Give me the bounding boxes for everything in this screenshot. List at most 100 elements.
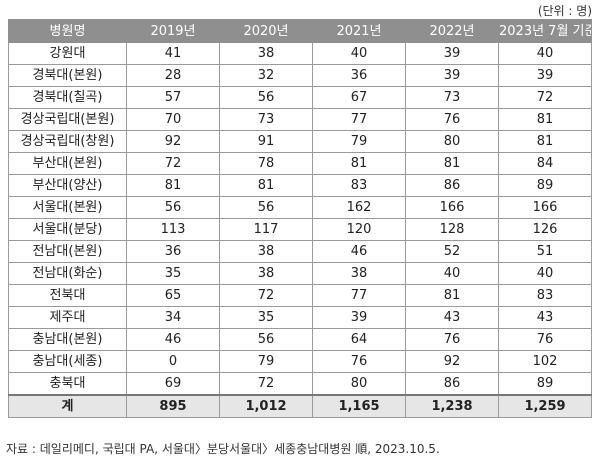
- hospital-name-cell: 충남대(본원): [8, 328, 127, 351]
- header-row: 병원명 2019년 2020년 2021년 2022년 2023년 7월 기준: [8, 19, 592, 43]
- value-cell: 40: [498, 42, 592, 65]
- table-row: 부산대(본원) 72 78 81 81 84: [8, 152, 592, 175]
- value-cell: 64: [312, 328, 406, 351]
- hospital-name-cell: 경북대(본원): [8, 64, 127, 87]
- table-header: 병원명 2019년 2020년 2021년 2022년 2023년 7월 기준: [8, 19, 592, 43]
- table-row: 경북대(칠곡) 57 56 67 73 72: [8, 86, 592, 109]
- value-cell: 102: [498, 350, 592, 373]
- value-cell: 70: [126, 108, 220, 131]
- value-cell: 32: [219, 64, 313, 87]
- value-cell: 76: [498, 328, 592, 351]
- total-row: 계 895 1,012 1,165 1,238 1,259: [8, 394, 592, 418]
- header-2022: 2022년: [405, 19, 499, 43]
- hospital-name-cell: 강원대: [8, 42, 127, 65]
- hospital-name-cell: 부산대(양산): [8, 174, 127, 197]
- value-cell: 72: [219, 372, 313, 396]
- pa-staff-table: 병원명 2019년 2020년 2021년 2022년 2023년 7월 기준 …: [8, 19, 592, 418]
- value-cell: 113: [126, 218, 220, 241]
- value-cell: 38: [219, 42, 313, 65]
- value-cell: 81: [219, 174, 313, 197]
- value-cell: 79: [219, 350, 313, 373]
- header-2019: 2019년: [126, 19, 220, 43]
- value-cell: 166: [405, 196, 499, 219]
- header-2021: 2021년: [312, 19, 406, 43]
- hospital-name-cell: 경상국립대(창원): [8, 130, 127, 153]
- table-row: 경상국립대(창원) 92 91 79 80 81: [8, 130, 592, 153]
- table-row: 경북대(본원) 28 32 36 39 39: [8, 64, 592, 87]
- value-cell: 86: [405, 372, 499, 396]
- value-cell: 72: [126, 152, 220, 175]
- value-cell: 117: [219, 218, 313, 241]
- value-cell: 35: [219, 306, 313, 329]
- value-cell: 84: [498, 152, 592, 175]
- source-note: 자료 : 데일리메디, 국립대 PA, 서울대〉분당서울대〉세종충남대병원 順,…: [6, 442, 440, 456]
- value-cell: 40: [312, 42, 406, 65]
- unit-note: (단위 : 명): [537, 4, 592, 18]
- value-cell: 81: [498, 130, 592, 153]
- value-cell: 91: [219, 130, 313, 153]
- table-row: 서울대(본원) 56 56 162 166 166: [8, 196, 592, 219]
- value-cell: 89: [498, 174, 592, 197]
- value-cell: 162: [312, 196, 406, 219]
- value-cell: 86: [405, 174, 499, 197]
- value-cell: 56: [219, 328, 313, 351]
- table-row: 제주대 34 35 39 43 43: [8, 306, 592, 329]
- value-cell: 41: [126, 42, 220, 65]
- value-cell: 65: [126, 284, 220, 307]
- table-row: 충남대(본원) 46 56 64 76 76: [8, 328, 592, 351]
- value-cell: 56: [219, 86, 313, 109]
- value-cell: 43: [405, 306, 499, 329]
- hospital-name-cell: 부산대(본원): [8, 152, 127, 175]
- hospital-name-cell: 충북대: [8, 372, 127, 396]
- value-cell: 39: [498, 64, 592, 87]
- total-cell: 1,259: [498, 394, 592, 418]
- table-row: 경상국립대(본원) 70 73 77 76 81: [8, 108, 592, 131]
- value-cell: 51: [498, 240, 592, 263]
- header-hospital: 병원명: [8, 19, 127, 43]
- value-cell: 81: [405, 284, 499, 307]
- value-cell: 80: [405, 130, 499, 153]
- value-cell: 81: [405, 152, 499, 175]
- value-cell: 92: [126, 130, 220, 153]
- value-cell: 34: [126, 306, 220, 329]
- value-cell: 39: [405, 64, 499, 87]
- table-footer: 계 895 1,012 1,165 1,238 1,259: [8, 394, 592, 418]
- total-label: 계: [8, 394, 127, 418]
- hospital-name-cell: 전남대(화순): [8, 262, 127, 285]
- hospital-name-cell: 경북대(칠곡): [8, 86, 127, 109]
- value-cell: 40: [498, 262, 592, 285]
- value-cell: 28: [126, 64, 220, 87]
- value-cell: 43: [498, 306, 592, 329]
- value-cell: 72: [219, 284, 313, 307]
- value-cell: 40: [405, 262, 499, 285]
- value-cell: 78: [219, 152, 313, 175]
- value-cell: 56: [126, 196, 220, 219]
- table-row: 부산대(양산) 81 81 83 86 89: [8, 174, 592, 197]
- value-cell: 69: [126, 372, 220, 396]
- header-2023-jul: 2023년 7월 기준: [498, 19, 592, 43]
- value-cell: 126: [498, 218, 592, 241]
- value-cell: 79: [312, 130, 406, 153]
- value-cell: 120: [312, 218, 406, 241]
- value-cell: 92: [405, 350, 499, 373]
- value-cell: 39: [405, 42, 499, 65]
- value-cell: 77: [312, 108, 406, 131]
- value-cell: 76: [312, 350, 406, 373]
- table-row: 강원대 41 38 40 39 40: [8, 42, 592, 65]
- value-cell: 36: [312, 64, 406, 87]
- value-cell: 0: [126, 350, 220, 373]
- value-cell: 38: [219, 262, 313, 285]
- hospital-name-cell: 전남대(본원): [8, 240, 127, 263]
- value-cell: 83: [498, 284, 592, 307]
- value-cell: 38: [312, 262, 406, 285]
- value-cell: 35: [126, 262, 220, 285]
- hospital-name-cell: 충남대(세종): [8, 350, 127, 373]
- value-cell: 73: [219, 108, 313, 131]
- value-cell: 89: [498, 372, 592, 396]
- table-row: 전북대 65 72 77 81 83: [8, 284, 592, 307]
- value-cell: 39: [312, 306, 406, 329]
- hospital-name-cell: 경상국립대(본원): [8, 108, 127, 131]
- table-body: 강원대 41 38 40 39 40 경북대(본원) 28 32 36 39 39 경북대(칠곡) 57 5…: [8, 42, 592, 396]
- hospital-name-cell: 제주대: [8, 306, 127, 329]
- value-cell: 36: [126, 240, 220, 263]
